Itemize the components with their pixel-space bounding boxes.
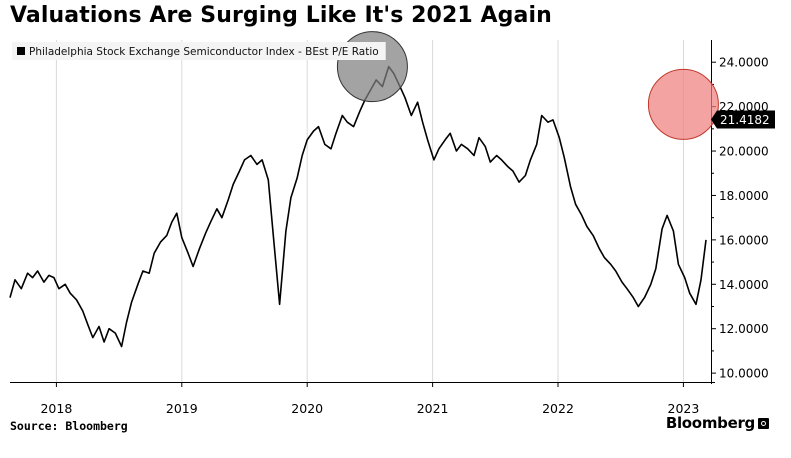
y-tick-label: 16.0000	[719, 233, 769, 247]
highlight-circle-2023	[647, 68, 719, 140]
source-note: Source: Bloomberg	[10, 419, 128, 433]
y-tick-label: 18.0000	[719, 189, 769, 203]
legend-label: Philadelphia Stock Exchange Semiconducto…	[29, 46, 379, 58]
x-tick-label: 2022	[542, 401, 574, 416]
bloomberg-mark-icon	[758, 418, 769, 429]
bloomberg-logo: Bloomberg	[665, 414, 755, 432]
y-tick-label: 12.0000	[719, 322, 769, 336]
x-tick-label: 2020	[291, 401, 323, 416]
x-tick-label: 2023	[668, 401, 700, 416]
y-tick-label: 10.0000	[719, 367, 769, 381]
y-tick-label: 14.0000	[719, 278, 769, 292]
x-tick-label: 2018	[40, 401, 72, 416]
chart-title: Valuations Are Surging Like It's 2021 Ag…	[10, 3, 552, 28]
y-tick-label: 24.0000	[719, 56, 769, 70]
x-tick-label: 2019	[166, 401, 198, 416]
legend-swatch	[17, 47, 25, 55]
x-tick-label: 2021	[417, 401, 449, 416]
legend-box	[12, 42, 386, 60]
last-value-tag	[711, 110, 775, 129]
y-tick-label: 20.0000	[719, 145, 769, 159]
last-value-label: 21.4182	[720, 113, 770, 127]
series-line	[9, 65, 707, 348]
